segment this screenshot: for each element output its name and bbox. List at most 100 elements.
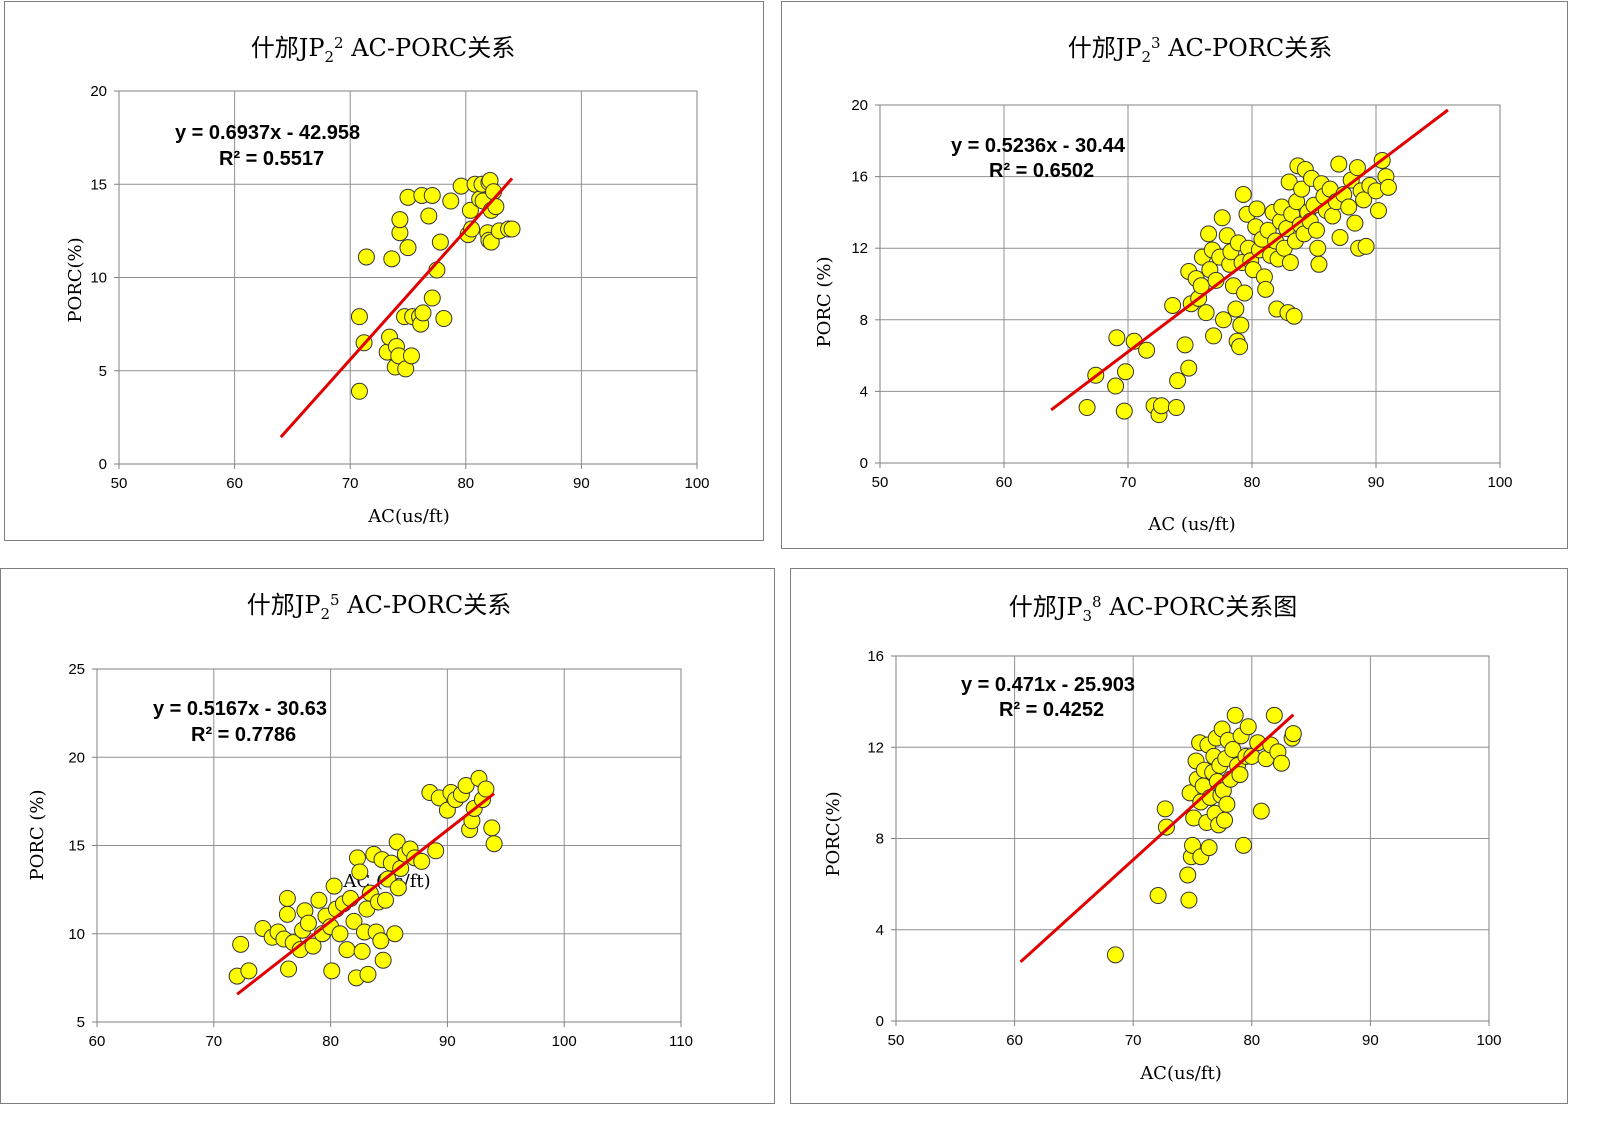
x-tick-label: 80: [1243, 1032, 1260, 1049]
data-point: [1224, 741, 1242, 759]
data-point: [1285, 307, 1303, 325]
data-point: [1236, 284, 1254, 302]
title-superscript: 8: [1092, 593, 1102, 611]
data-point: [1309, 239, 1327, 257]
y-tick-label: 4: [876, 922, 884, 939]
data-point: [1179, 866, 1197, 884]
data-point: [431, 233, 449, 251]
x-axis-label: AC (us/ft): [1147, 514, 1235, 535]
trendline-equation: y = 0.5167x - 30.63: [153, 698, 327, 720]
chart-title: 什邡JP22 AC-PORC关系: [251, 34, 516, 66]
data-point: [457, 776, 475, 794]
title-main: 什邡JP: [1068, 34, 1142, 62]
data-point: [1200, 225, 1218, 243]
x-tick-label: 60: [996, 474, 1013, 491]
data-point: [1265, 706, 1283, 724]
data-point: [1192, 277, 1210, 295]
y-tick-label: 16: [851, 169, 868, 186]
data-point: [331, 925, 349, 943]
data-point: [1180, 359, 1198, 377]
data-point: [483, 819, 501, 837]
title-subscript: 2: [324, 48, 334, 66]
data-point: [1200, 839, 1218, 857]
chart-panel-jp2-3: 什邡JP23 AC-PORC关系 50 60 70 80 90 100 0 4 8 12 16 20 AC…: [781, 1, 1568, 549]
y-tick-label: 20: [68, 749, 85, 766]
data-point: [402, 347, 420, 365]
data-point: [1180, 891, 1198, 909]
data-point: [323, 962, 341, 980]
data-point: [420, 207, 438, 225]
y-axis-label: PORC(%): [823, 791, 844, 876]
y-tick-label: 20: [90, 83, 107, 100]
x-tick-label: 90: [1362, 1032, 1379, 1049]
data-point: [1293, 180, 1311, 198]
data-point: [1167, 399, 1185, 417]
x-tick-label: 60: [89, 1033, 106, 1050]
r-squared-label: R² = 0.4252: [999, 699, 1104, 721]
data-point: [423, 289, 441, 307]
x-tick-label: 100: [684, 475, 709, 492]
trendline-equation: y = 0.471x - 25.903: [961, 674, 1135, 696]
data-point: [503, 220, 521, 238]
chart-title: 什邡JP25 AC-PORC关系: [247, 591, 512, 623]
y-tick-label: 5: [99, 363, 107, 380]
data-point: [386, 925, 404, 943]
data-point: [463, 220, 481, 238]
data-point: [1307, 221, 1325, 239]
data-point: [278, 905, 296, 923]
y-tick-label: 15: [68, 838, 85, 855]
y-tick-label: 5: [77, 1014, 85, 1031]
x-tick-label: 70: [205, 1033, 222, 1050]
x-tick-label: 50: [872, 474, 889, 491]
data-point: [1117, 363, 1135, 381]
y-tick-label: 0: [99, 456, 107, 473]
data-point: [1184, 836, 1201, 854]
data-point: [240, 962, 258, 980]
data-point: [374, 951, 392, 969]
title-tail: AC-PORC关系: [344, 34, 516, 62]
y-tick-label: 0: [860, 455, 868, 472]
data-point: [1234, 186, 1252, 203]
data-point: [376, 891, 394, 909]
x-tick-label: 50: [888, 1032, 905, 1049]
data-point: [1157, 818, 1175, 836]
data-point: [310, 891, 328, 909]
data-point: [427, 842, 445, 860]
data-point: [1239, 718, 1257, 736]
x-tick-label: 60: [1006, 1032, 1023, 1049]
x-tick-label: 100: [1487, 474, 1512, 491]
data-point: [391, 211, 409, 229]
chart-jp2-3: 什邡JP23 AC-PORC关系 50 60 70 80 90 100 0 4 8 12 16 20 AC…: [814, 34, 1513, 535]
data-point: [485, 835, 503, 853]
x-tick-label: 70: [342, 475, 359, 492]
data-point: [1252, 802, 1270, 820]
data-point: [1310, 255, 1328, 273]
data-point: [372, 932, 390, 950]
trendline: [1050, 108, 1449, 412]
data-point: [1357, 237, 1375, 255]
data-point: [1284, 725, 1302, 743]
title-superscript: 5: [330, 591, 340, 609]
data-point: [350, 308, 368, 326]
title-subscript: 2: [320, 605, 330, 623]
data-point: [1205, 327, 1223, 345]
data-point: [389, 879, 407, 897]
data-point: [1108, 329, 1126, 347]
data-point: [1348, 159, 1366, 177]
y-tick-label: 16: [867, 648, 884, 665]
data-point: [278, 889, 296, 907]
trendline-equation: y = 0.6937x - 42.958: [175, 122, 360, 144]
data-point: [345, 912, 363, 930]
y-tick-label: 25: [68, 661, 85, 678]
x-tick-label: 80: [322, 1033, 339, 1050]
x-tick-label: 110: [669, 1033, 693, 1050]
y-tick-label: 4: [860, 383, 868, 400]
title-subscript: 2: [1141, 48, 1151, 66]
title-tail: AC-PORC关系: [340, 591, 512, 619]
data-point: [1231, 766, 1249, 784]
x-axis-label: AC(us/ft): [1139, 1063, 1222, 1084]
chart-panel-jp2-2: 什邡JP22 AC-PORC关系 50 60 70 80 90 100 0 5 10 15 20 AC(…: [4, 1, 764, 541]
data-point: [1257, 280, 1275, 298]
